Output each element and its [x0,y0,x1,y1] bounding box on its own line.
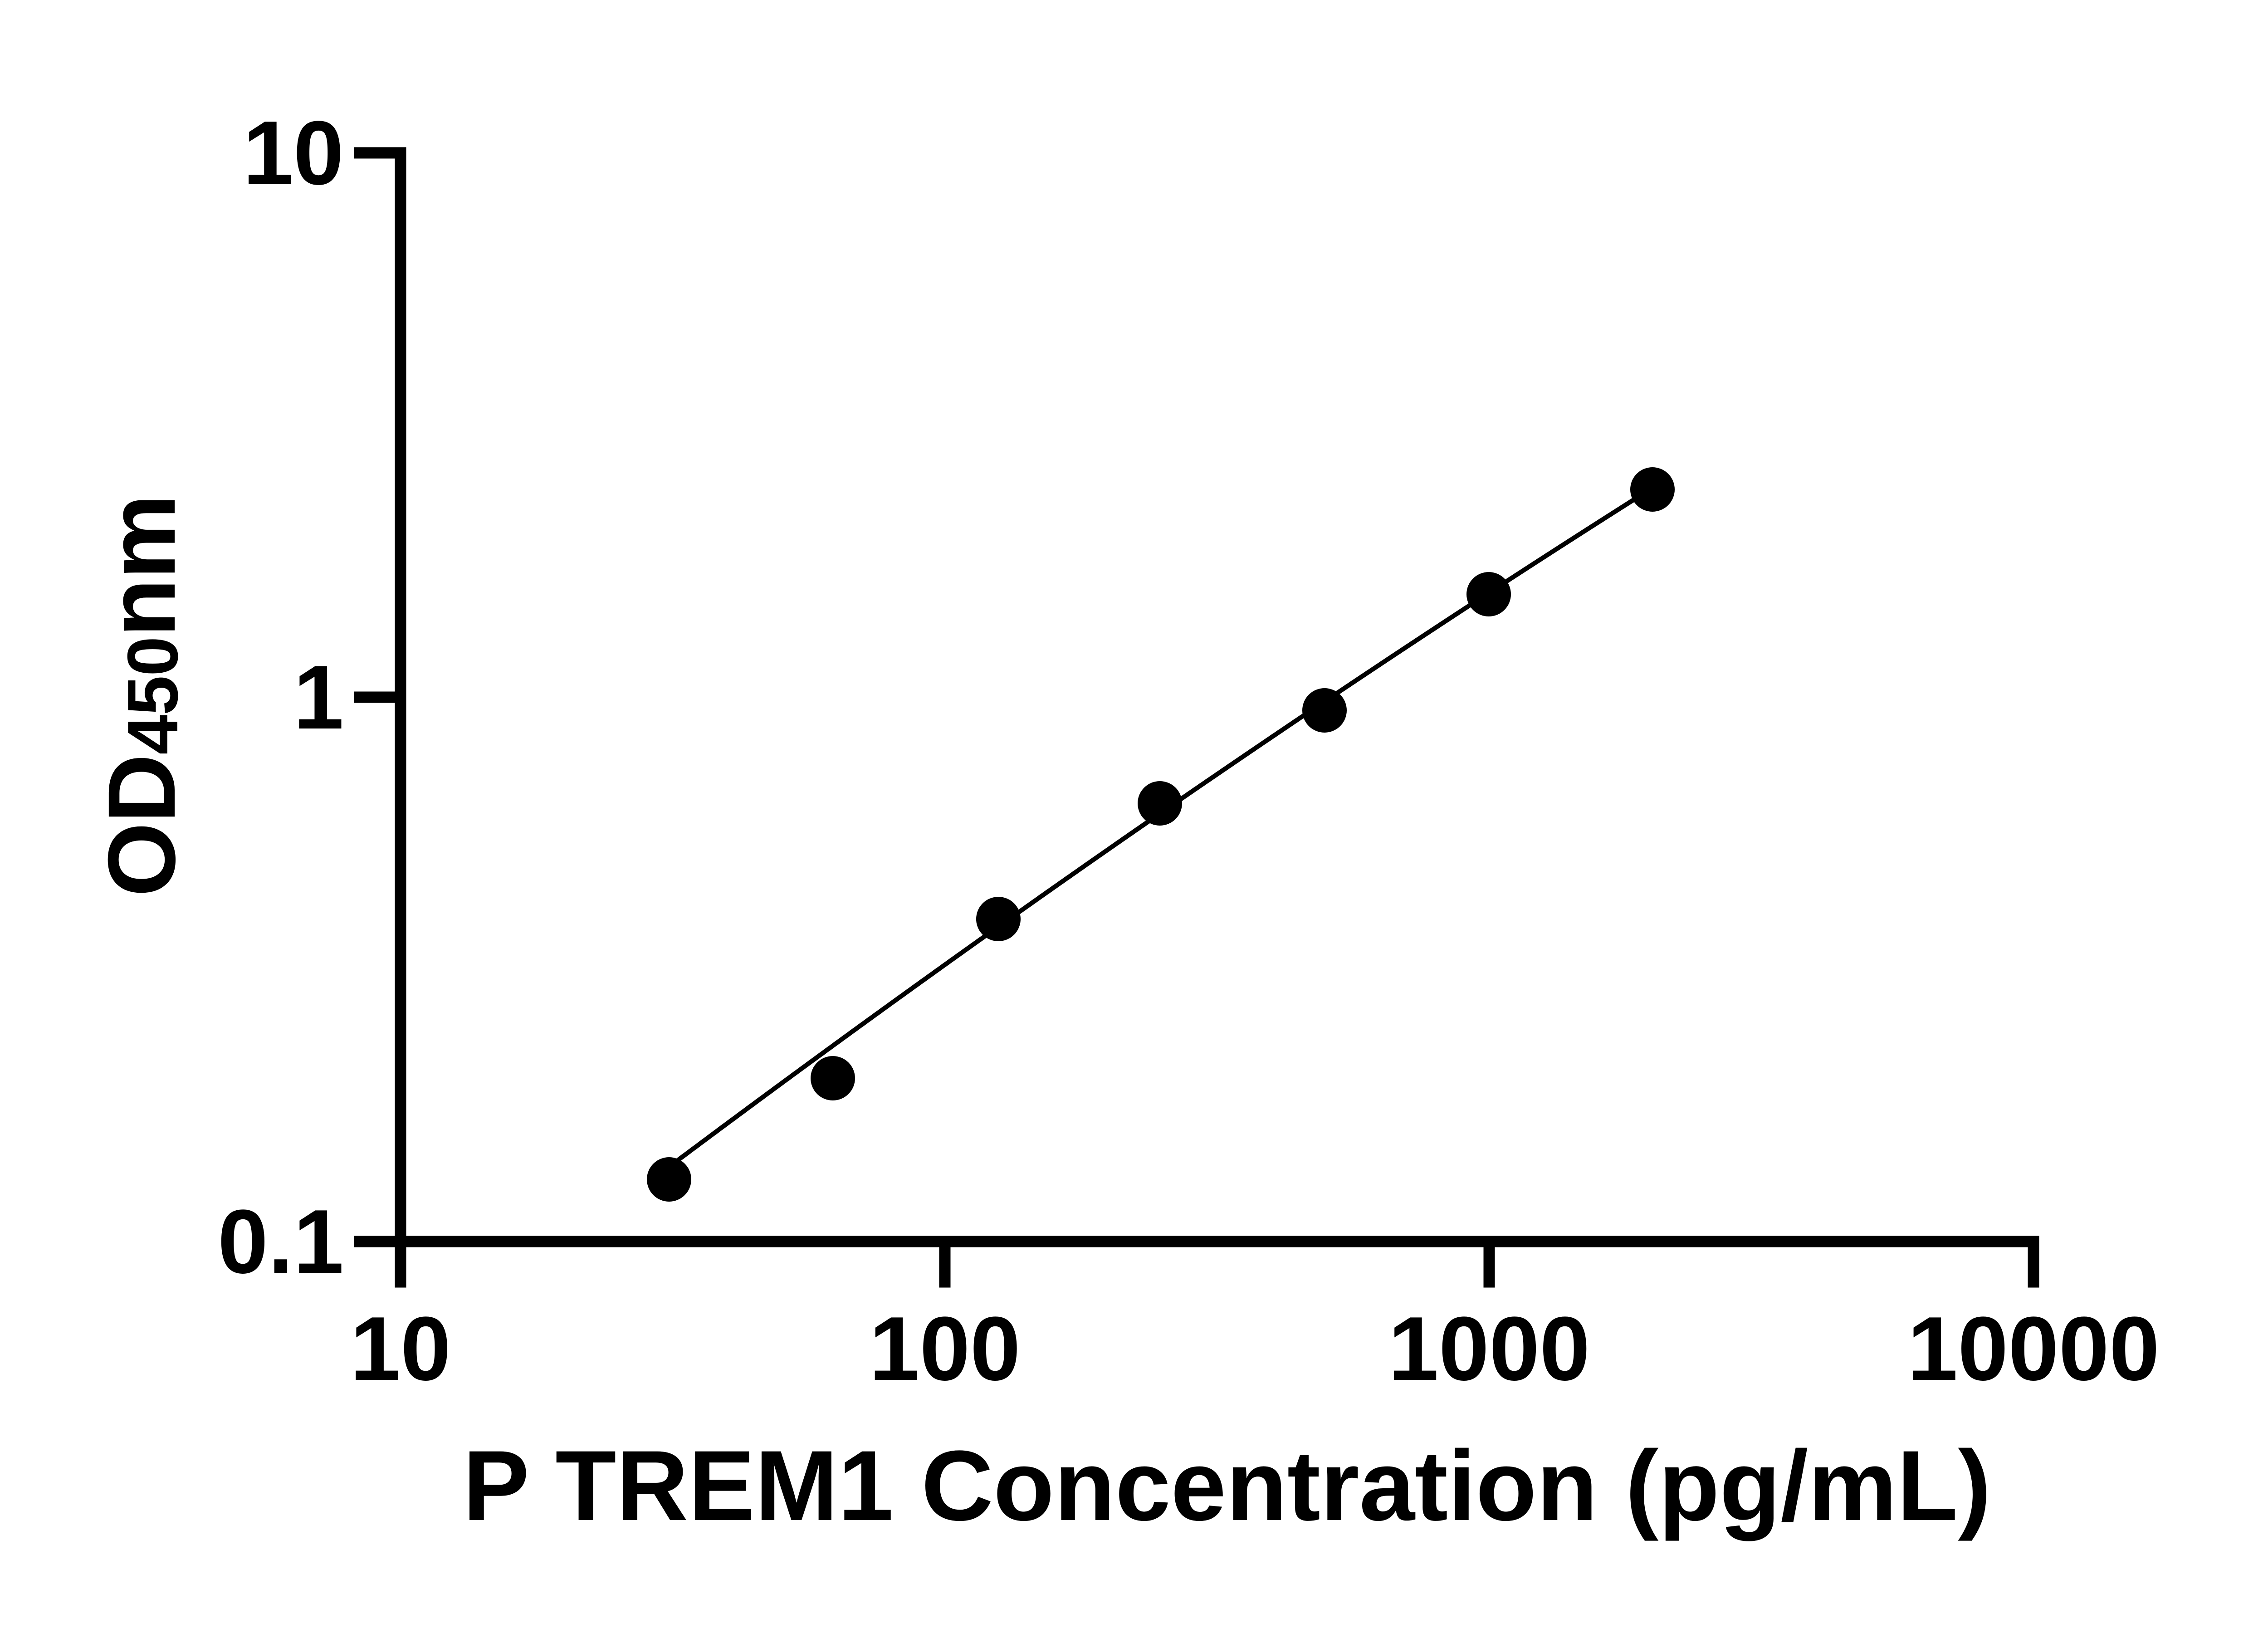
svg-text:1000: 1000 [1388,1298,1590,1399]
svg-text:10: 10 [243,103,344,204]
svg-text:10000: 10000 [1907,1298,2160,1399]
svg-text:100: 100 [869,1298,1021,1399]
svg-text:10: 10 [350,1298,451,1399]
svg-text:OD450nm: OD450nm [88,495,195,897]
svg-text:P TREM1 Concentration (pg/mL): P TREM1 Concentration (pg/mL) [463,1430,1991,1541]
svg-text:1: 1 [293,647,344,748]
svg-text:0.1: 0.1 [218,1191,344,1292]
